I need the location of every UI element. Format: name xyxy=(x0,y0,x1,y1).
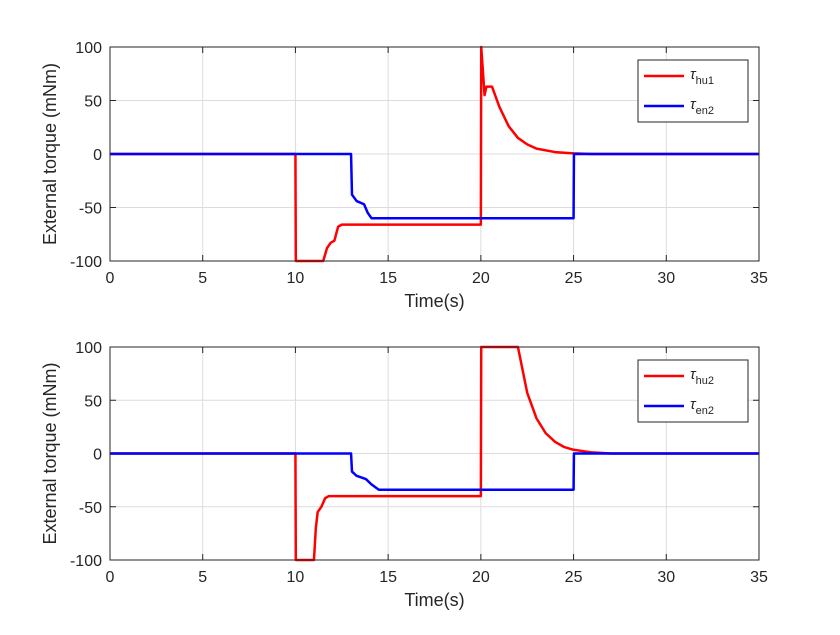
y-tick-label: -50 xyxy=(79,201,102,218)
x-tick-label: 0 xyxy=(106,270,115,287)
x-tick-label: 15 xyxy=(379,270,397,287)
y-tick-label: 0 xyxy=(93,147,102,164)
legend: τhu2 τen2 xyxy=(637,359,749,423)
subplot-1: 0 5 10 15 20 25 30 35 -100 -50 0 50 100 Time(s) Extern… xyxy=(40,40,768,311)
x-tick-label: 0 xyxy=(106,569,115,586)
y-tick-label: 100 xyxy=(75,40,102,57)
x-tick-label: 25 xyxy=(565,270,583,287)
axes-box xyxy=(109,346,760,561)
series-line-en2 xyxy=(110,152,759,220)
x-tick-label: 30 xyxy=(657,270,675,287)
x-tick-label: 20 xyxy=(472,270,490,287)
y-tick-label: 100 xyxy=(75,340,102,357)
y-axis-label: External torque (mNm) xyxy=(40,362,60,544)
x-axis-label: Time(s) xyxy=(404,590,464,610)
y-tick-label: 50 xyxy=(84,94,102,111)
legend-entry: τen2 xyxy=(690,396,714,417)
x-tick-label: 5 xyxy=(198,569,207,586)
series-line-hu1 xyxy=(110,45,759,263)
y-tick-label: -100 xyxy=(70,254,102,271)
legend-box xyxy=(637,359,749,423)
legend-entry: τen2 xyxy=(690,96,714,117)
legend: τhu1 τen2 xyxy=(637,59,749,123)
legend-box xyxy=(637,59,749,123)
x-tick-label: 20 xyxy=(472,569,490,586)
x-tick-label: 25 xyxy=(565,569,583,586)
y-tick-label: -100 xyxy=(70,553,102,570)
x-tick-label: 35 xyxy=(750,270,768,287)
x-tick-label: 15 xyxy=(379,569,397,586)
y-axis-label: External torque (mNm) xyxy=(40,63,60,245)
legend-entry: τhu2 xyxy=(690,366,714,387)
series-line-en2 xyxy=(110,452,759,491)
axes-box xyxy=(109,46,760,262)
subplot-2: 0 5 10 15 20 25 30 35 -100 -50 0 50 100 Time(s) Extern… xyxy=(40,340,768,610)
x-axis-label: Time(s) xyxy=(404,291,464,311)
x-tick-label: 5 xyxy=(198,270,207,287)
y-tick-label: 50 xyxy=(84,393,102,410)
x-tick-label: 10 xyxy=(287,569,305,586)
y-tick-label: 0 xyxy=(93,447,102,464)
x-tick-label: 35 xyxy=(750,569,768,586)
y-tick-label: -50 xyxy=(79,500,102,517)
x-tick-label: 30 xyxy=(657,569,675,586)
x-tick-label: 10 xyxy=(287,270,305,287)
legend-entry: τhu1 xyxy=(690,66,714,87)
